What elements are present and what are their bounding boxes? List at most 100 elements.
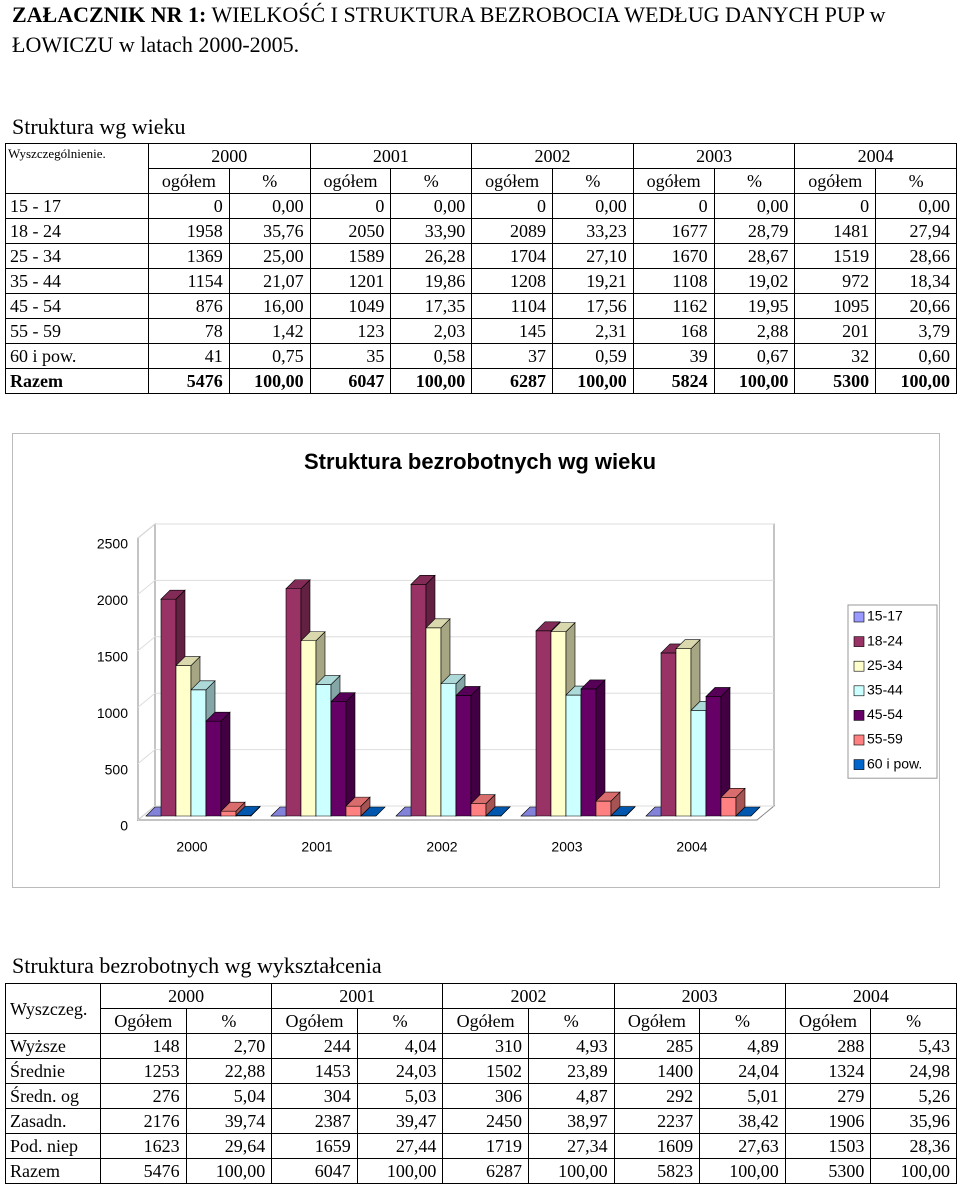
cell: 279 — [784, 1083, 872, 1109]
row-label: 55 - 59 — [5, 318, 149, 344]
cell: 1719 — [442, 1133, 529, 1159]
x-tick-label: 2002 — [426, 839, 457, 855]
bar — [360, 806, 386, 817]
legend-swatch — [853, 660, 865, 672]
x-tick-label: 2000 — [176, 839, 207, 855]
subheader: Ogółem — [442, 1008, 529, 1034]
bar — [485, 806, 511, 817]
cell: 5,26 — [870, 1083, 957, 1109]
cell: 1049 — [309, 293, 392, 319]
row-label: Razem — [5, 1158, 101, 1184]
bar-top — [535, 621, 561, 632]
age-table: Wyszczególnienie. 2000 2001 2002 2003 2004 ogó… — [5, 143, 957, 394]
bar — [470, 793, 496, 817]
bar — [610, 805, 636, 817]
bar-front — [440, 683, 457, 817]
cell: 1677 — [632, 218, 715, 244]
cell: 244 — [271, 1033, 358, 1059]
bar-top — [175, 656, 201, 666]
cell: 1324 — [784, 1058, 872, 1084]
bar-front — [595, 800, 612, 817]
cell: 100,00 — [699, 1158, 786, 1184]
data-row: Średn. og 276 5,04 304 5,03 306 4,87 292 5,01 279… — [5, 1083, 957, 1109]
data-row: Razem 5476 100,00 6047 100,00 6287 100,00 5824 1… — [5, 368, 957, 394]
cell: 24,04 — [699, 1058, 786, 1084]
cell: 292 — [613, 1083, 701, 1109]
chart: Struktura bezrobotnych wg wieku 0 500 1000… — [97, 449, 938, 855]
subheader: % — [185, 1008, 273, 1034]
bar — [705, 686, 731, 817]
bar-top — [425, 618, 451, 629]
bar-front — [455, 695, 472, 817]
cell: 2,31 — [551, 318, 634, 344]
row-label: 15 - 17 — [5, 193, 149, 219]
subheader: ogółem — [471, 168, 553, 194]
chart-title: Struktura bezrobotnych wg wieku — [304, 449, 656, 474]
cell: 16,00 — [228, 293, 311, 319]
legend-label: 25-34 — [867, 657, 903, 673]
cell: 5,01 — [699, 1083, 786, 1109]
year-header: 2004 — [784, 983, 957, 1009]
cell: 5476 — [100, 1158, 187, 1184]
title-text: WIELKOŚĆ I STRUKTURA BEZROBOCIA WEDŁUG D… — [12, 2, 886, 57]
row-label: 25 - 34 — [5, 243, 149, 269]
cell: 78 — [148, 318, 230, 344]
cell: 1,42 — [228, 318, 311, 344]
cell: 1201 — [309, 268, 392, 294]
data-row: 55 - 59 78 1,42 123 2,03 145 2,31 168 2,88 201 3,7… — [5, 318, 957, 344]
cell: 5,03 — [356, 1083, 444, 1109]
bar-front — [315, 684, 332, 817]
subheader: % — [228, 168, 311, 194]
bar — [235, 805, 261, 817]
row-label: 18 - 24 — [5, 218, 149, 244]
data-row: 18 - 24 1958 35,76 2050 33,90 2089 33,23 1677 28… — [5, 218, 957, 244]
subheader: % — [699, 1008, 786, 1034]
cell: 1503 — [784, 1133, 872, 1159]
bar-front — [705, 696, 722, 817]
cell: 24,03 — [356, 1058, 444, 1084]
cell: 0,59 — [551, 343, 634, 369]
bar-top — [160, 589, 186, 600]
cell: 288 — [784, 1033, 872, 1059]
cell: 876 — [148, 293, 230, 319]
cell: 4,04 — [356, 1033, 444, 1059]
bar-front — [580, 688, 597, 817]
cell: 1208 — [471, 268, 553, 294]
cell: 100,00 — [870, 1158, 957, 1184]
cell: 2387 — [271, 1108, 358, 1134]
cell: 1502 — [442, 1058, 529, 1084]
bar-side — [220, 711, 231, 817]
cell: 123 — [309, 318, 392, 344]
x-tick-label: 2003 — [551, 839, 582, 855]
data-row: Wyższe 148 2,70 244 4,04 310 4,93 285 4,89 288 5,4… — [5, 1033, 957, 1059]
bar-front — [220, 810, 237, 817]
data-row: Średnie 1253 22,88 1453 24,03 1502 23,89 1400 24… — [5, 1058, 957, 1084]
bar-front — [175, 665, 192, 817]
cell: 0,67 — [713, 343, 796, 369]
document-title: ZAŁACZNIK NR 1: WIELKOŚĆ I STRUKTURA BEZ… — [12, 0, 952, 60]
bar-top — [580, 679, 606, 690]
cell: 5,43 — [870, 1033, 957, 1059]
cell: 310 — [442, 1033, 529, 1059]
year-header: 2003 — [632, 143, 796, 169]
cell: 23,89 — [527, 1058, 615, 1084]
bar-side — [345, 691, 356, 817]
bar — [345, 796, 371, 817]
cell: 0,75 — [228, 343, 311, 369]
cell: 0 — [309, 193, 392, 219]
cell: 100,00 — [356, 1158, 444, 1184]
side-wall — [137, 522, 156, 822]
y-tick-label: 1500 — [97, 649, 128, 665]
subheader: % — [875, 168, 957, 194]
year-header: 2002 — [471, 143, 634, 169]
cell: 27,10 — [551, 243, 634, 269]
legend-label: 60 i pow. — [867, 755, 922, 771]
bar-top — [360, 806, 386, 817]
cell: 22,88 — [185, 1058, 273, 1084]
cell: 38,42 — [699, 1108, 786, 1134]
cell: 2,70 — [185, 1033, 273, 1059]
cell: 1623 — [100, 1133, 187, 1159]
header-row: Wyszczególnienie. 2000 2001 2002 2003 2004 — [5, 143, 957, 194]
cell: 39 — [632, 343, 715, 369]
subheader-row: ogółem% ogółem% ogółem% ogółem% ogółem% — [6, 168, 957, 194]
